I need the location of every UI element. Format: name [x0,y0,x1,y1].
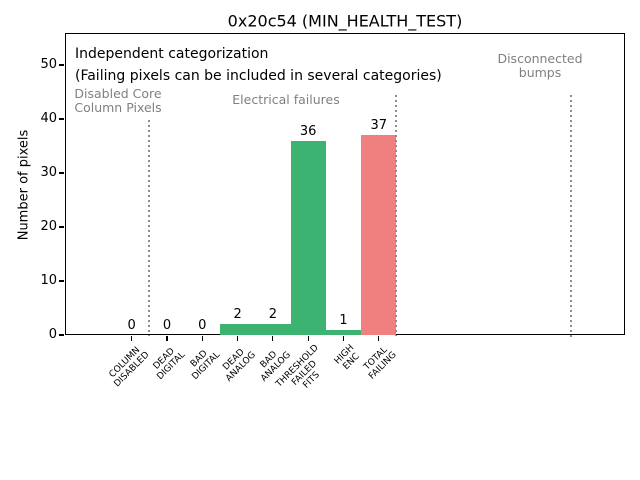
bar-value-label: 37 [370,118,388,134]
x-tick [166,336,168,341]
y-tick [59,226,64,228]
bar-value-label: 0 [198,318,207,333]
x-tick-label-2: BAD DIGITAL [189,348,223,383]
y-tick [59,280,64,282]
bar-total-failing [361,135,397,335]
bar-value-label: 0 [162,318,172,333]
x-tick [378,336,380,341]
x-tick [237,336,239,341]
y-tick [59,334,64,336]
annotation-failing-pixels-note: (Failing pixels can be included in sever… [75,68,442,84]
y-tick [59,118,64,120]
x-tick-label-7: TOTAL FAILING [362,345,400,382]
y-tick-label: 10 [40,273,57,288]
y-tick [59,64,64,66]
x-tick [272,336,274,341]
bar-bad-analog [255,324,291,335]
x-tick-label-0: COLUMN DISABLED [107,345,152,390]
bar-value-label: 36 [299,123,317,139]
x-tick-label-3: DEAD ANALOG [221,347,258,384]
bar-high-enc [325,329,362,335]
region-label-disconnected-bumps: Disconnected bumps [497,51,583,80]
plot-area [65,33,625,335]
x-tick-label-6: HIGH ENC [333,343,363,373]
x-tick-label-1: DEAD DIGITAL [151,346,188,383]
region-label-disabled-core-column-pixels: Disabled Core Column Pixels [74,86,162,115]
bar-value-label: 2 [233,307,242,323]
bar-dead-analog [219,324,256,335]
x-tick [342,336,345,341]
region-separator-disabled-columns [148,120,151,336]
chart-title: 0x20c54 (MIN_HEALTH_TEST) [227,11,463,31]
y-tick [59,172,64,174]
annotation-independent-categorization: Independent categorization [75,46,269,62]
bar-value-label: 0 [127,318,136,333]
region-label-electrical-failures: Electrical failures [232,92,340,107]
x-tick [307,336,309,341]
y-tick-label: 40 [40,111,57,126]
bar-value-label: 2 [268,307,278,323]
x-tick [131,336,133,341]
x-tick [201,336,203,341]
region-separator-disconnected [570,95,572,338]
y-tick-label: 20 [40,219,57,234]
bar-value-label: 1 [339,312,348,328]
y-tick-label: 50 [40,57,57,72]
y-tick-label: 30 [40,165,57,180]
region-separator-electrical [395,95,398,336]
bar-threshold-failed-fits [290,140,326,335]
y-tick-label: 0 [48,327,57,342]
